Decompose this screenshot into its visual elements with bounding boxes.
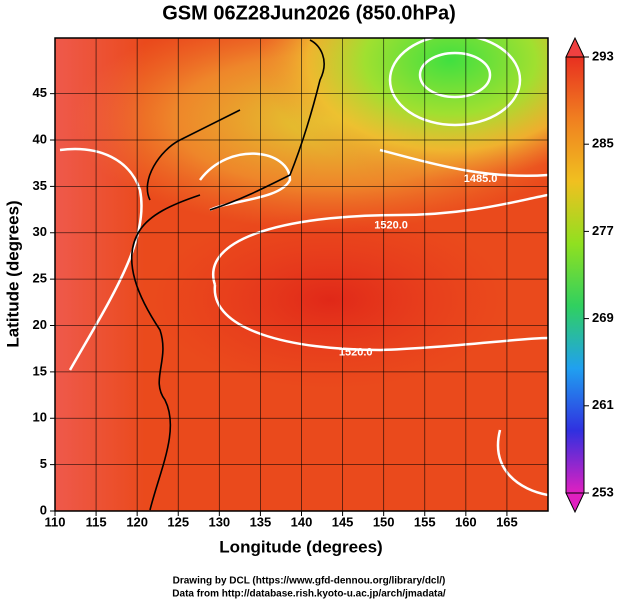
contour-label: 1520.0 xyxy=(339,346,373,358)
y-axis-label: Latitude (degrees) xyxy=(3,200,22,347)
x-tick-label: 140 xyxy=(291,514,313,529)
colorbar-tick-label: 277 xyxy=(592,223,614,238)
y-tick-label: 0 xyxy=(40,502,47,517)
y-tick-label: 45 xyxy=(33,85,47,100)
colorbar: 253 261 269 277 285 293 xyxy=(565,36,614,514)
colorbar-tick-label: 269 xyxy=(592,310,614,325)
x-tick-label: 135 xyxy=(250,514,272,529)
x-tick-label: 120 xyxy=(126,514,148,529)
y-tick-label: 15 xyxy=(33,363,47,378)
y-tick-label: 35 xyxy=(33,178,47,193)
x-axis-label: Longitude (degrees) xyxy=(219,537,382,556)
colorbar-tick-label: 293 xyxy=(592,48,614,63)
credit: Data from http://database.rish.kyoto-u.a… xyxy=(172,589,446,600)
x-tick-label: 160 xyxy=(455,514,477,529)
colorbar-tick-label: 285 xyxy=(592,136,614,151)
y-tick-label: 40 xyxy=(33,131,47,146)
colorbar-tick-label: 253 xyxy=(592,484,614,499)
y-tick-label: 30 xyxy=(33,224,47,239)
y-tick-label: 10 xyxy=(33,410,47,425)
y-tick-label: 5 xyxy=(40,456,47,471)
x-tick-label: 110 xyxy=(45,514,66,529)
contour-label: 1485.0 xyxy=(464,173,498,185)
x-tick-label: 130 xyxy=(208,514,230,529)
y-tick-label: 25 xyxy=(33,271,47,286)
y-tick-label: 20 xyxy=(33,317,47,332)
title: GSM 06Z28Jun2026 (850.0hPa) xyxy=(162,2,455,24)
x-tick-label: 165 xyxy=(496,514,518,529)
colorbar-tick-label: 261 xyxy=(592,397,614,412)
x-tick-label: 145 xyxy=(332,514,354,529)
x-tick-label: 115 xyxy=(86,514,107,529)
credit: Drawing by DCL (https://www.gfd-dennou.o… xyxy=(173,576,446,587)
field xyxy=(55,38,548,511)
x-tick-label: 155 xyxy=(414,514,436,529)
contour-label: 1520.0 xyxy=(374,219,408,231)
x-tick-label: 150 xyxy=(373,514,395,529)
x-tick-label: 125 xyxy=(167,514,189,529)
